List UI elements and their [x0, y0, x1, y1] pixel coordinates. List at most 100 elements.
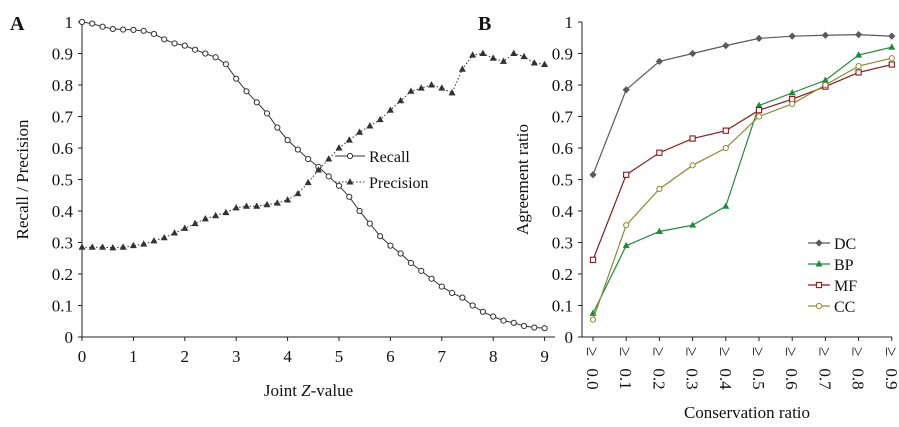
data-point-cc: [656, 185, 663, 193]
tick-value: 0.0: [583, 368, 602, 389]
data-point-precision: [222, 208, 230, 216]
y-tick-label: 0.5: [552, 171, 573, 190]
data-point-recall: [305, 155, 312, 163]
data-point-recall: [181, 42, 188, 49]
x-tick-label: ≥0.7: [815, 347, 834, 390]
y-tick-label: 0.5: [52, 171, 73, 190]
data-point-dc: [755, 34, 763, 43]
data-point-recall: [346, 193, 353, 200]
x-axis-title: Joint Z-value: [264, 381, 353, 400]
data-point-precision: [335, 144, 343, 151]
data-point-bp: [855, 51, 863, 58]
series-line-mf: [592, 63, 892, 261]
x-tick-label: 8: [489, 347, 498, 366]
data-point-precision: [530, 59, 538, 66]
tick-value: 0.4: [716, 368, 735, 390]
legend-marker: [815, 281, 823, 289]
y-tick-label: 0.2: [552, 265, 573, 284]
series-line-bp: [592, 46, 892, 314]
data-point-recall: [99, 23, 106, 30]
y-tick-label: 0.7: [552, 108, 574, 127]
y-tick-label: 0.2: [52, 265, 73, 284]
legend-marker: [815, 302, 823, 310]
data-point-precision: [253, 202, 261, 209]
data-point-precision: [386, 106, 394, 113]
x-axis-title-part: Joint: [264, 381, 301, 400]
y-tick-label: 1: [65, 13, 74, 32]
y-tick-label: 0.8: [552, 76, 573, 95]
data-point-recall: [89, 20, 96, 27]
data-point-cc: [855, 63, 862, 70]
legend-label: MF: [834, 278, 857, 295]
data-point-mf: [656, 149, 663, 156]
data-point-precision: [273, 199, 281, 206]
legend-marker: [346, 152, 354, 160]
data-point-precision: [448, 89, 456, 96]
tick-symbol: ≥: [782, 347, 801, 356]
tick-value: 0.8: [849, 368, 868, 389]
legend-label: Precision: [369, 175, 429, 192]
data-point-recall: [233, 75, 240, 82]
data-point-precision: [397, 96, 405, 104]
panel-label-a: A: [10, 13, 25, 35]
data-point-recall: [335, 182, 343, 189]
tick-value: 0.9: [882, 368, 899, 389]
data-point-recall: [222, 61, 230, 68]
panel-b: B00.10.20.30.40.50.60.70.80.91≥0.0≥0.1≥0…: [478, 13, 899, 422]
data-point-precision: [510, 49, 518, 57]
x-tick-label: 7: [438, 347, 447, 366]
data-point-recall: [407, 259, 415, 267]
data-point-recall: [531, 324, 538, 331]
data-point-precision: [499, 57, 507, 64]
y-tick-label: 0.7: [52, 108, 74, 127]
tick-value: 0.3: [683, 368, 702, 389]
data-point-precision: [428, 81, 436, 88]
data-point-precision: [181, 224, 189, 231]
tick-symbol: ≥: [815, 347, 834, 356]
data-point-mf: [722, 127, 729, 134]
data-point-bp: [689, 221, 697, 228]
data-point-precision: [263, 200, 271, 208]
y-tick-label: 0.1: [552, 297, 573, 316]
y-tick-label: 0.4: [552, 202, 574, 221]
legend-label: DC: [834, 236, 856, 253]
tick-value: 0.6: [782, 368, 801, 389]
data-point-bp: [788, 89, 796, 96]
data-point-precision: [376, 115, 384, 123]
y-tick-label: 0.1: [52, 297, 73, 316]
data-point-dc: [622, 86, 630, 94]
data-point-recall: [377, 233, 384, 240]
data-point-recall: [161, 36, 168, 43]
data-point-recall: [274, 124, 281, 131]
data-point-recall: [469, 302, 476, 309]
tick-symbol: ≥: [882, 347, 899, 356]
data-point-dc: [821, 31, 830, 39]
y-tick-label: 0.3: [552, 234, 573, 253]
x-tick-label: 4: [283, 347, 292, 366]
legend-marker: [815, 260, 823, 267]
data-point-precision: [417, 84, 425, 91]
data-point-recall: [541, 325, 548, 332]
data-point-precision: [520, 52, 528, 60]
data-point-precision: [479, 49, 487, 57]
data-point-precision: [356, 128, 364, 135]
data-point-precision: [242, 202, 250, 209]
data-point-precision: [345, 136, 353, 143]
data-point-recall: [397, 250, 404, 257]
y-axis-title: Recall / Precision: [13, 119, 32, 239]
data-point-cc: [589, 316, 597, 323]
data-point-precision: [129, 241, 137, 249]
data-point-recall: [418, 267, 425, 274]
data-point-mf: [689, 135, 696, 142]
data-point-recall: [438, 283, 445, 290]
y-tick-label: 0.4: [52, 202, 74, 221]
x-axis-title-part: Z: [301, 381, 311, 400]
data-point-precision: [212, 211, 220, 219]
y-tick-label: 0.9: [552, 45, 573, 64]
data-point-recall: [150, 30, 158, 38]
data-point-recall: [243, 88, 250, 95]
data-point-cc: [789, 100, 796, 108]
data-point-recall: [510, 319, 517, 326]
data-point-precision: [304, 178, 312, 186]
